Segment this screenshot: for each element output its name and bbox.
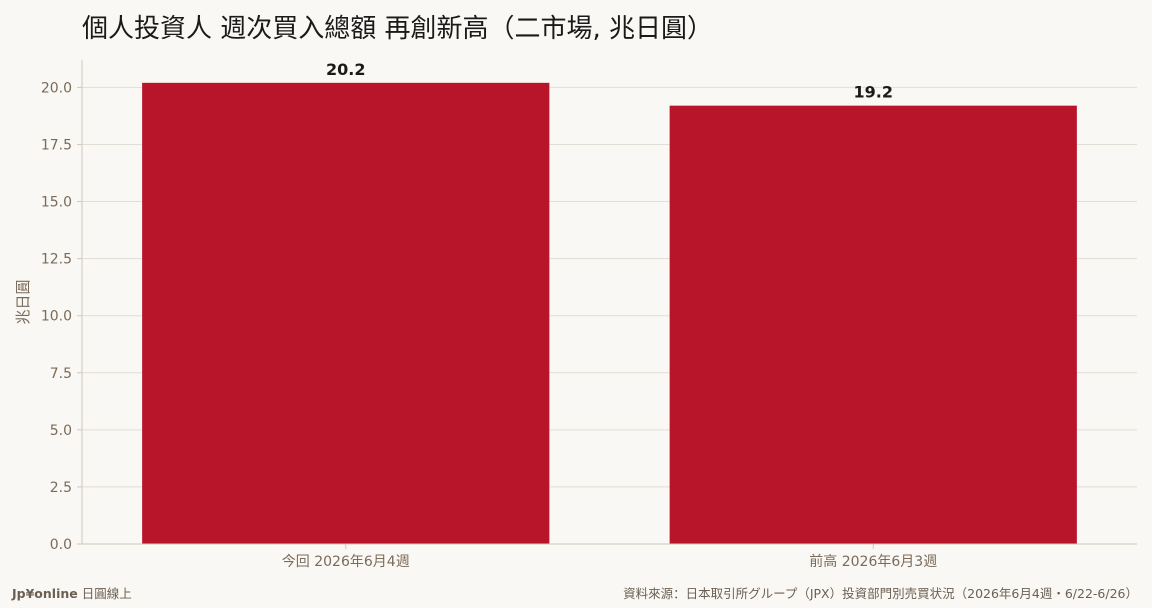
bar — [669, 105, 1077, 545]
y-axis-label: 兆日圓 — [14, 279, 32, 324]
y-tick-label: 17.5 — [41, 137, 72, 153]
y-tick-label: 0.0 — [50, 537, 72, 553]
brand-tagline: 日圓線上 — [81, 586, 132, 601]
y-tick-label: 10.0 — [41, 309, 72, 325]
x-tick-label: 前高 2026年6月3週 — [809, 553, 937, 570]
bar-chart: 0.0 2.5 5.0 7.5 10.0 12.5 15.0 17.5 20.0 今回 2026… — [14, 60, 1137, 570]
source-note: 資料來源：日本取引所グループ（JPX）投資部門別売買状況（2026年6月4週・6… — [623, 586, 1138, 601]
y-tick-label: 12.5 — [41, 252, 72, 268]
x-tick-labels: 今回 2026年6月4週 前高 2026年6月3週 — [282, 544, 937, 570]
y-tick-label: 20.0 — [41, 80, 72, 96]
brand-footer: Jp¥online 日圓線上 — [12, 583, 132, 602]
bar — [142, 82, 550, 544]
x-tick-label: 今回 2026年6月4週 — [282, 554, 410, 570]
bar-value-label: 19.2 — [854, 83, 893, 102]
y-tick-label: 7.5 — [50, 366, 72, 382]
bar-value-label: 20.2 — [326, 60, 365, 79]
y-tick-labels: 0.0 2.5 5.0 7.5 10.0 12.5 15.0 17.5 20.0 — [41, 80, 72, 553]
brand-name: Jp¥online — [12, 586, 78, 601]
bars-group — [142, 82, 1077, 545]
y-tick-label: 2.5 — [50, 480, 72, 496]
chart-title: 個人投資人 週次買入總額 再創新高（二市場, 兆日圓） — [82, 14, 714, 44]
y-tick-label: 5.0 — [50, 423, 72, 439]
data-labels: 20.2 19.2 — [326, 60, 893, 102]
axes — [81, 60, 1137, 545]
y-tick-label: 15.0 — [41, 195, 72, 211]
